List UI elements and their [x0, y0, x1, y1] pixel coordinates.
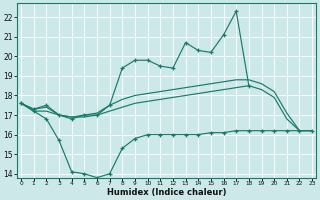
X-axis label: Humidex (Indice chaleur): Humidex (Indice chaleur) — [107, 188, 226, 197]
